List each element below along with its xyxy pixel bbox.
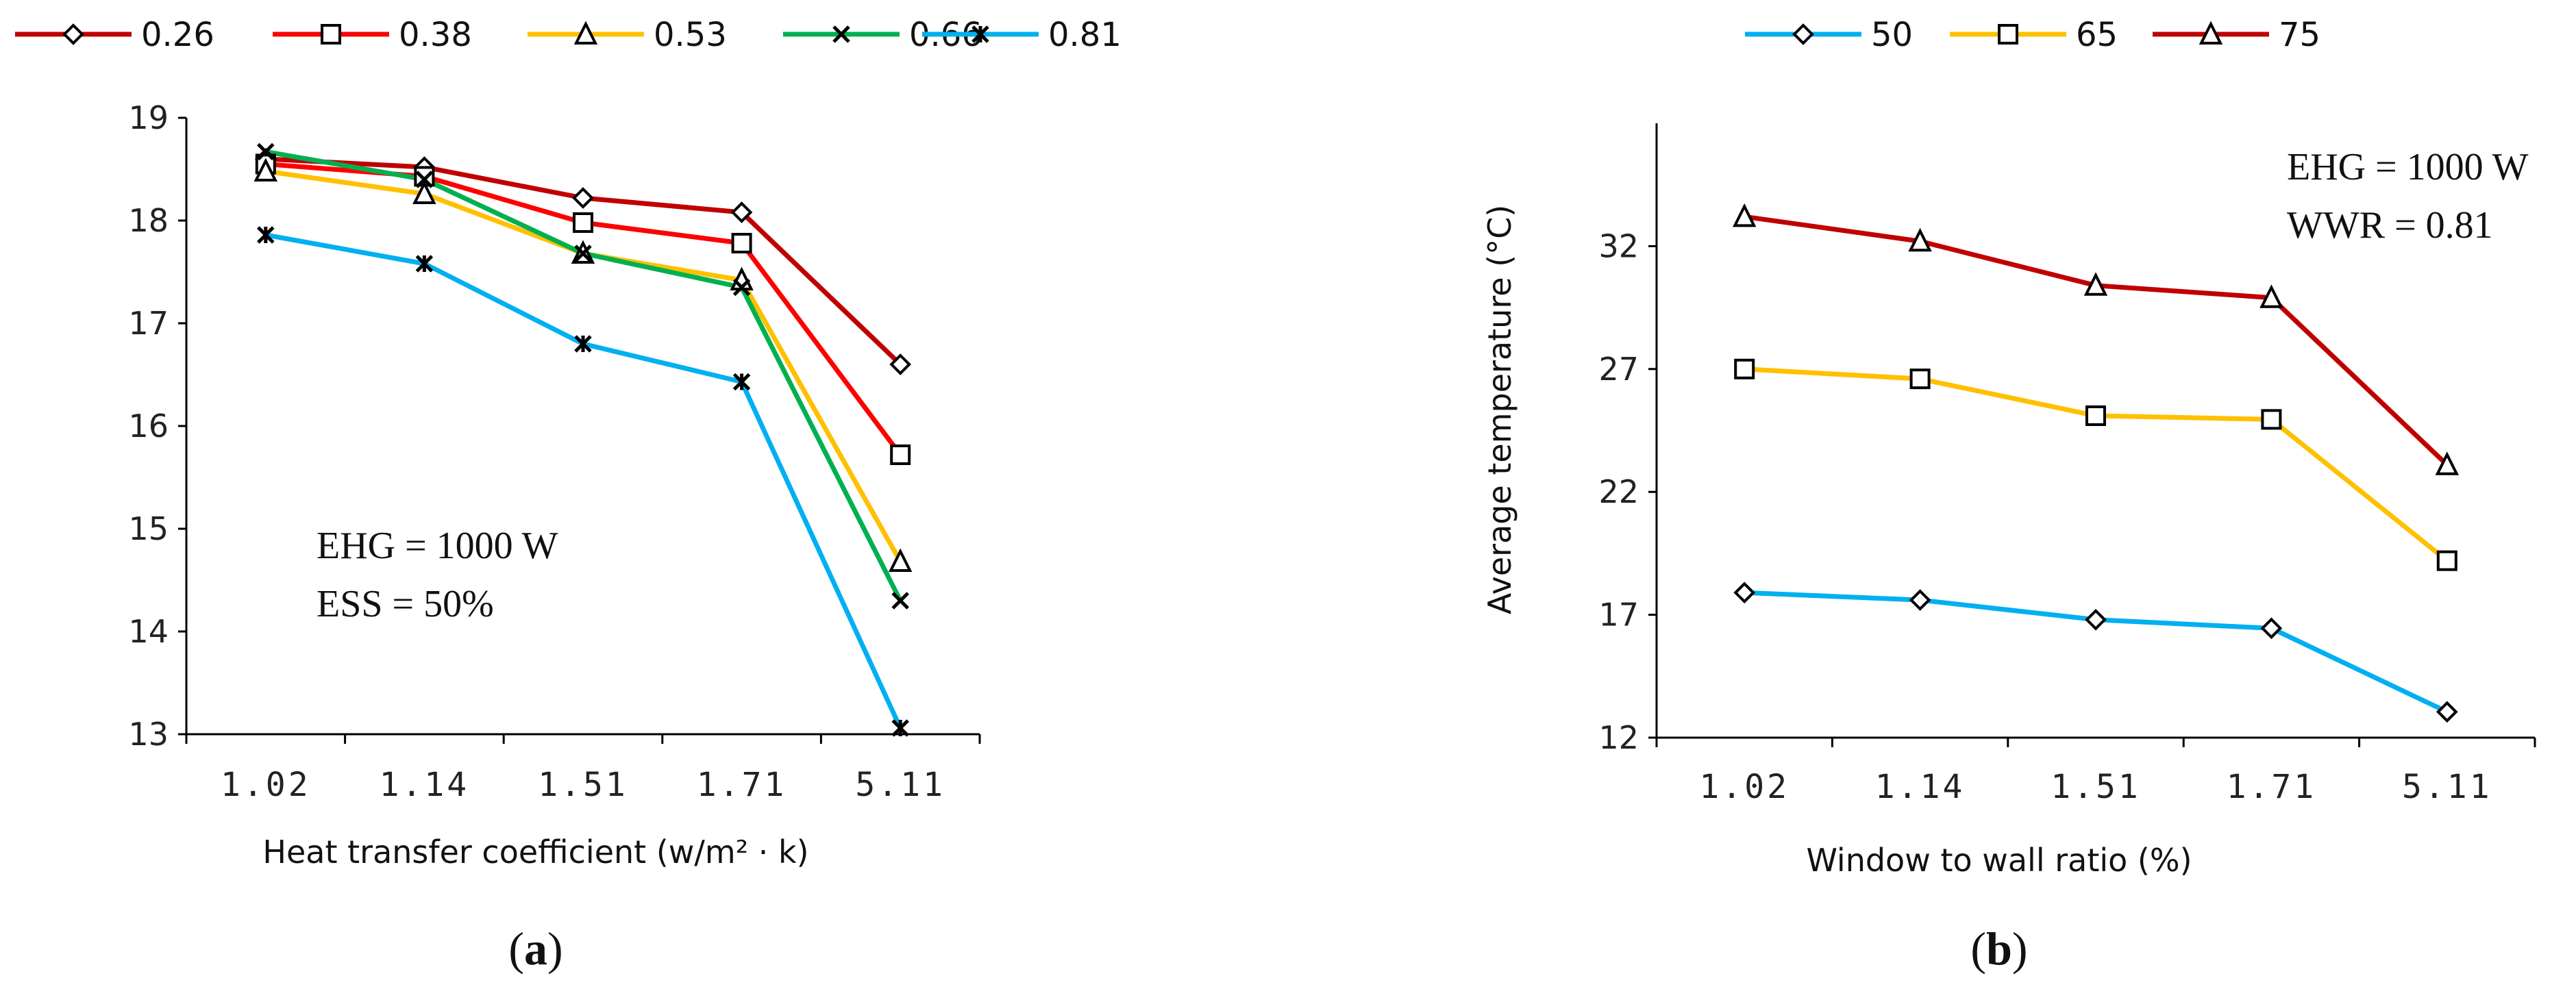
chart-b: 50 65 75 12 17 22 27 32 1.02 1.14 1.51 1.71 5.11 EH… [1481,16,2536,975]
x-tick-label: 1.51 [538,766,628,804]
legend-b: 50 65 75 [1745,16,2320,54]
annotation-b-1: EHG = 1000 W [2287,146,2529,188]
series-group-a [253,142,913,737]
data-point-65 [2436,550,2457,571]
x-tick-label: 1.71 [2227,768,2317,806]
data-point-0.26 [889,353,912,375]
y-tick-label: 13 [128,716,169,753]
data-point-50 [2260,617,2283,640]
data-point-65 [1909,368,1931,390]
x-tick-label: 1.14 [380,766,470,804]
x-tick-label: 5.11 [855,766,945,804]
data-point-65 [1734,358,1755,379]
data-point-75 [1732,203,1757,227]
x-tick-label: 1.14 [1875,768,1966,806]
data-point-0.38 [731,233,752,253]
legend-marker-65 [1998,24,2018,45]
data-point-65 [2261,409,2282,430]
data-point-0.81 [415,255,434,273]
y-tick-label: 27 [1598,351,1639,388]
data-point-0.53 [412,180,436,204]
y-tick-label: 19 [128,99,169,136]
legend-marker-0.66 [832,25,850,43]
x-axis-label-a: Heat transfer coefficient (w/m² · k) [262,834,808,871]
legend-label-0.38: 0.38 [399,16,472,54]
y-tick-label: 22 [1598,473,1639,510]
data-point-0.66 [732,278,751,297]
legend-label-75: 75 [2279,16,2320,54]
data-point-0.38 [573,212,593,233]
annotation-a-2: ESS = 50% [317,583,494,625]
legend-label-0.53: 0.53 [654,16,727,54]
axes-b: 12 17 22 27 32 1.02 1.14 1.51 1.71 5.11 [1598,123,2536,806]
y-tick-label: 16 [128,408,169,445]
legend-label-0.26: 0.26 [141,16,214,54]
data-point-75 [2435,451,2460,475]
legend-marker-0.53 [573,21,598,45]
data-point-75 [1908,227,1932,252]
legend-marker-0.38 [321,24,341,45]
legend-marker-0.26 [62,23,84,45]
annotation-b-2: WWR = 0.81 [2287,204,2493,247]
x-tick-label: 1.02 [1699,768,1789,806]
data-point-50 [1733,581,1756,604]
data-point-0.66 [257,142,275,161]
series-group-b [1732,203,2460,723]
annotation-a-1: EHG = 1000 W [317,525,558,567]
legend-label-50: 50 [1871,16,1913,54]
data-point-0.53 [888,548,913,572]
y-tick-label: 15 [128,510,169,547]
data-point-0.81 [257,226,275,244]
panel-label-a: (a) [508,923,562,975]
data-point-0.81 [732,373,751,391]
data-point-0.53 [253,158,278,181]
legend-label-65: 65 [2076,16,2118,54]
axes-a: 13 14 15 16 17 18 19 1.02 1.14 1.51 1.71 5.11 [128,99,981,804]
data-point-0.81 [574,335,592,353]
x-tick-label: 1.71 [697,766,787,804]
data-point-0.26 [572,187,594,209]
y-tick-label: 12 [1598,719,1639,756]
data-point-50 [2436,701,2458,723]
y-tick-label: 17 [128,305,169,342]
data-point-0.26 [730,201,753,223]
data-point-50 [2085,608,2107,631]
x-tick-label: 5.11 [2402,768,2492,806]
y-tick-label: 17 [1598,597,1639,634]
data-point-0.66 [891,592,909,610]
data-point-75 [2083,272,2108,296]
data-point-50 [1909,589,1931,611]
data-point-0.66 [574,245,592,262]
y-tick-label: 18 [128,202,169,239]
legend-marker-0.81 [971,25,989,43]
legend-a: 0.26 0.38 0.53 0.66 0.81 [15,16,1122,54]
data-point-0.38 [890,445,911,465]
y-axis-label-b: Average temperature (°C) [1481,205,1518,614]
legend-marker-50 [1792,23,1814,45]
y-tick-label: 32 [1598,227,1639,264]
x-tick-label: 1.02 [221,766,311,804]
data-point-65 [2085,405,2106,426]
legend-label-0.81: 0.81 [1048,16,1122,54]
x-tick-label: 1.51 [2051,768,2141,806]
data-point-0.81 [891,719,909,737]
data-point-75 [2259,284,2283,308]
data-point-0.66 [415,171,434,188]
x-axis-label-b: Window to wall ratio (%) [1806,842,2192,879]
y-tick-label: 14 [128,613,169,650]
series-line-0.81 [265,232,903,729]
legend-marker-75 [2199,21,2223,45]
series-line-65 [1744,366,2449,563]
series-line-75 [1744,214,2449,467]
panel-label-b: (b) [1970,923,2027,975]
